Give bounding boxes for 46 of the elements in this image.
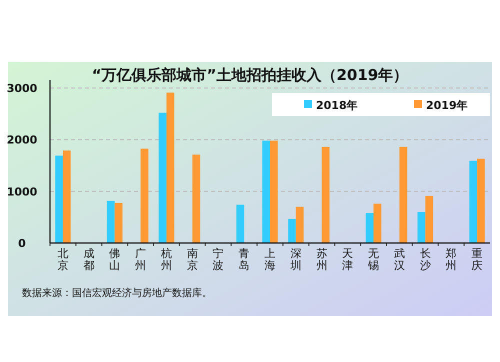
- y-tick-label: 3000: [6, 82, 38, 95]
- bar: [366, 213, 374, 243]
- bar: [140, 148, 148, 243]
- legend-label: 2019年: [426, 99, 468, 112]
- y-tick-label: 2000: [6, 134, 38, 147]
- x-tick-label: 上海: [264, 247, 276, 272]
- x-tick-label: 长沙: [420, 247, 431, 272]
- y-tick-label: 0: [18, 237, 26, 250]
- bar: [469, 160, 478, 243]
- bar: [477, 158, 485, 243]
- source-note: 数据来源：国信宏观经济与房地产数据库。: [22, 287, 212, 299]
- bar: [192, 154, 200, 243]
- bar: [425, 196, 434, 243]
- bar: [158, 112, 166, 243]
- x-tick-label: 杭州: [160, 247, 172, 272]
- bar: [399, 146, 408, 243]
- bar: [236, 204, 244, 243]
- bar: [262, 140, 270, 243]
- x-tick-label: 天津: [342, 247, 354, 272]
- x-tick-label: 宁波: [212, 247, 224, 272]
- bar: [114, 202, 122, 243]
- x-tick-label: 佛山: [109, 247, 120, 272]
- x-tick-label: 南京: [186, 247, 198, 272]
- x-tick-label: 重庆: [472, 247, 483, 272]
- x-tick-label: 深圳: [289, 247, 302, 272]
- x-tick-label: 广州: [135, 247, 146, 272]
- x-tick-label: 郑州: [446, 247, 457, 272]
- bar: [296, 206, 304, 243]
- bar: [106, 200, 115, 243]
- bar: [322, 146, 330, 243]
- y-tick-label: 1000: [6, 185, 38, 198]
- x-tick-label: 青岛: [238, 247, 250, 272]
- x-tick-label: 无锡: [367, 247, 380, 272]
- x-tick-label: 成都: [83, 247, 94, 272]
- bar: [55, 156, 63, 243]
- bar: [418, 212, 426, 243]
- bar: [62, 150, 71, 243]
- bar: [166, 92, 174, 243]
- bar: [374, 204, 382, 243]
- bar: [288, 218, 296, 243]
- legend-label: 2018年: [316, 99, 358, 112]
- chart-title: “万亿俱乐部城市”土地招拍挂收入（2019年）: [92, 66, 408, 84]
- bar: [270, 140, 278, 243]
- x-tick-label: 北京: [57, 247, 68, 272]
- x-tick-label: 武汉: [394, 247, 405, 272]
- x-tick-label: 苏州: [316, 247, 328, 272]
